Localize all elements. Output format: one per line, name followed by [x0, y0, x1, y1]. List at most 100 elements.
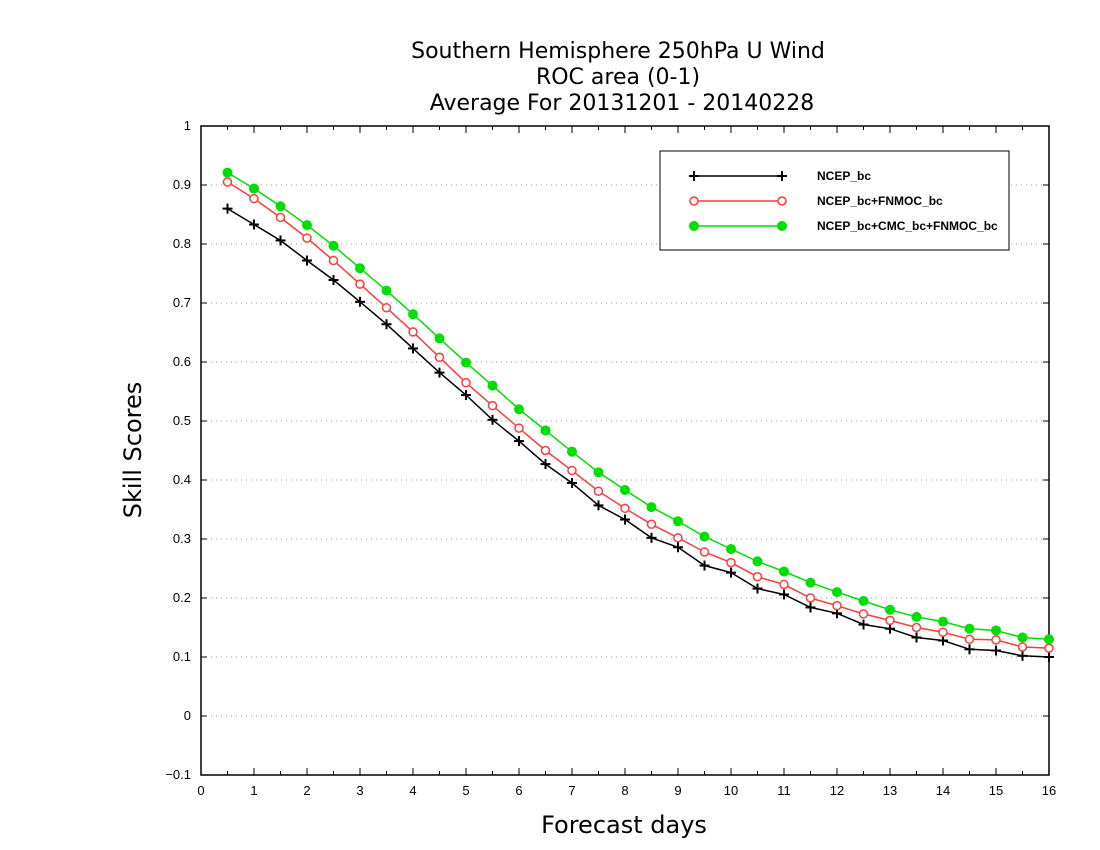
data-point: [699, 560, 710, 571]
legend-marker: [777, 221, 787, 231]
data-point: [938, 616, 948, 627]
series-line: [227, 181, 1050, 649]
data-point: [540, 425, 551, 436]
data-point: [858, 619, 869, 630]
data-point: [726, 557, 736, 568]
data-point: [1044, 634, 1054, 645]
data-point: [964, 644, 975, 655]
data-point: [805, 593, 816, 603]
data-point: [567, 446, 577, 457]
data-point: [646, 532, 657, 543]
data-point: [275, 235, 286, 246]
x-tick-label: 3: [356, 783, 363, 798]
data-point: [779, 589, 789, 600]
data-point: [1017, 642, 1028, 652]
data-point: [938, 635, 948, 646]
legend-label: NCEP_bc+CMC_bc+FNMOC_bc: [817, 219, 998, 233]
legend-label: NCEP_bc: [817, 169, 871, 183]
data-point: [805, 602, 816, 613]
data-point: [885, 615, 895, 626]
data-point: [222, 203, 233, 214]
y-tick-label: 0.9: [173, 177, 191, 192]
data-point: [858, 609, 869, 619]
series-2: [222, 167, 1054, 645]
x-tick-label: 5: [462, 783, 469, 798]
data-point: [461, 357, 471, 368]
data-point: [885, 604, 895, 615]
data-point: [752, 583, 763, 594]
title-line-3: Average For 20131201 - 20140228: [430, 91, 815, 116]
data-point: [302, 220, 312, 231]
x-tick-label: 6: [515, 783, 522, 798]
x-tick-label: 9: [674, 783, 681, 798]
legend-item: NCEP_bc: [689, 169, 871, 183]
data-point: [752, 572, 763, 582]
legend-item: NCEP_bc+CMC_bc+FNMOC_bc: [689, 219, 998, 233]
data-point: [355, 296, 365, 307]
data-point: [222, 167, 233, 178]
legend-item: NCEP_bc+FNMOC_bc: [689, 194, 943, 208]
data-point: [275, 212, 286, 223]
data-point: [540, 459, 551, 470]
y-tick-label: 0.4: [173, 472, 191, 487]
gridlines: [201, 184, 1049, 717]
data-point: [964, 634, 975, 645]
data-point: [302, 255, 312, 266]
data-point: [1044, 643, 1054, 653]
data-point: [779, 566, 789, 577]
y-tick-label: 0.6: [173, 354, 191, 369]
data-point: [381, 285, 392, 296]
y-tick-label: 0.7: [173, 295, 191, 310]
data-point: [514, 404, 524, 415]
data-point: [514, 423, 524, 433]
y-tick-label: 1: [184, 118, 191, 133]
x-tick-label: 4: [409, 783, 416, 798]
x-tick-label: 2: [303, 783, 310, 798]
data-point: [991, 645, 1001, 656]
data-point: [381, 302, 392, 313]
data-point: [1017, 632, 1028, 643]
data-point: [434, 352, 445, 363]
data-point: [673, 516, 683, 527]
data-point: [461, 377, 471, 388]
data-point: [593, 486, 604, 496]
y-tick-label: 0.2: [173, 590, 191, 605]
x-tick-label: 15: [989, 783, 1003, 798]
data-point: [593, 467, 604, 478]
x-tick-label: 16: [1042, 783, 1056, 798]
data-point: [355, 263, 365, 274]
data-point: [620, 485, 630, 496]
data-point: [408, 343, 418, 354]
data-point: [832, 600, 842, 611]
data-point: [275, 201, 286, 212]
series-0: [222, 203, 1054, 662]
data-point: [487, 400, 498, 411]
data-point: [487, 380, 498, 391]
data-point: [805, 577, 816, 588]
data-point: [673, 533, 683, 543]
data-point: [249, 219, 259, 230]
data-point: [540, 445, 551, 456]
legend-label: NCEP_bc+FNMOC_bc: [817, 194, 943, 208]
legend: NCEP_bc NCEP_bc+FNMOC_bc NCEP_bc+CMC_bc+FN…: [659, 150, 1010, 251]
x-axis-title: Forecast days: [541, 811, 707, 839]
data-point: [991, 635, 1001, 645]
data-point: [408, 327, 418, 337]
x-tick-label: 7: [568, 783, 575, 798]
data-point: [567, 465, 577, 476]
data-point: [699, 547, 710, 557]
data-point: [249, 183, 259, 194]
data-point: [991, 625, 1001, 636]
data-point: [911, 611, 922, 622]
data-point: [408, 309, 418, 320]
data-point: [620, 514, 630, 525]
data-point: [964, 623, 975, 634]
series-1: [222, 177, 1054, 653]
y-tick-label: 0.5: [173, 413, 191, 428]
x-tick-label: 1: [250, 783, 257, 798]
data-point: [328, 240, 339, 251]
y-axis-title: Skill Scores: [119, 382, 147, 519]
data-point: [249, 193, 259, 204]
y-tick-label: 0.8: [173, 236, 191, 251]
x-axis-ticks: 0 1 2 3 4 5 6 7 8 9 10 11 12 13 14 15 16: [197, 126, 1056, 798]
